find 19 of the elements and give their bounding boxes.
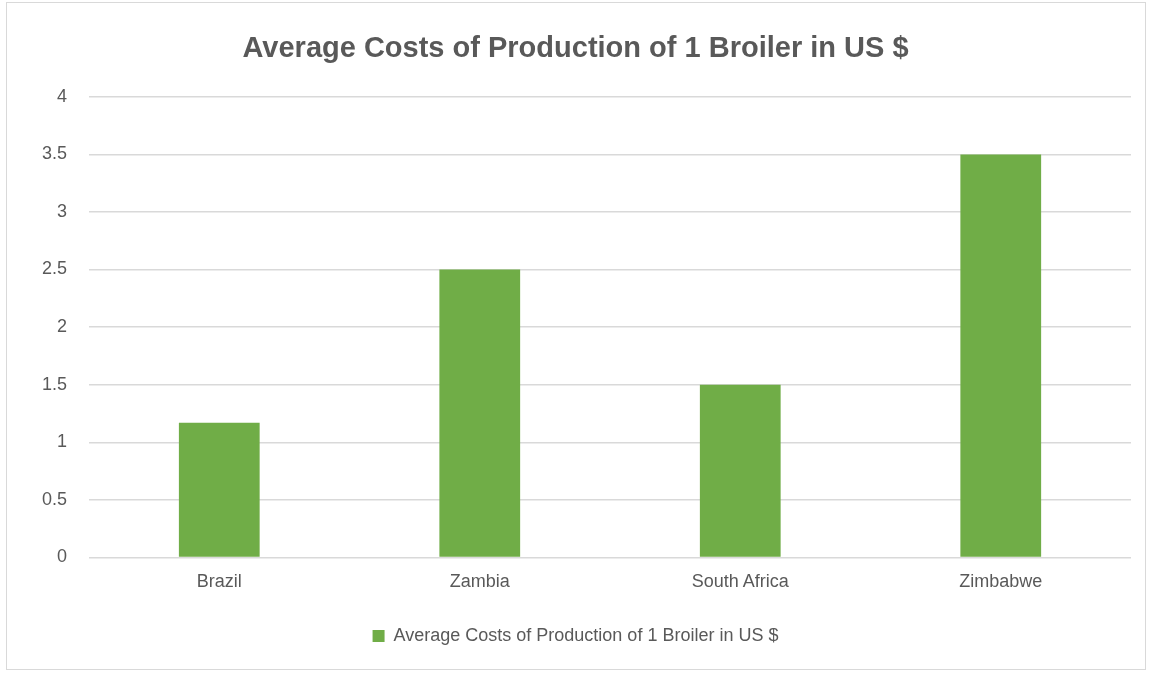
- bar: [439, 269, 521, 557]
- chart-title: Average Costs of Production of 1 Broiler in US $: [242, 31, 909, 64]
- y-tick-label: 0: [57, 546, 68, 567]
- x-tick-label: Brazil: [196, 571, 242, 592]
- x-tick-label: Zambia: [449, 571, 511, 592]
- bar: [178, 422, 260, 557]
- y-tick-label: 2.5: [41, 258, 68, 279]
- y-tick-label: 1: [57, 431, 68, 452]
- y-tick-label: 3: [57, 200, 68, 221]
- legend-label: Average Costs of Production of 1 Broiler in US $: [393, 624, 779, 645]
- y-tick-label: 4: [57, 85, 68, 106]
- y-tick-label: 3.5: [41, 143, 68, 164]
- y-tick-label: 2: [57, 316, 68, 337]
- y-tick-label: 1.5: [41, 373, 68, 394]
- bar: [699, 384, 781, 557]
- bar: [960, 154, 1042, 557]
- x-tick-label: Zimbabwe: [959, 571, 1043, 592]
- x-tick-label: South Africa: [691, 571, 790, 592]
- y-tick-label: 0.5: [41, 488, 68, 509]
